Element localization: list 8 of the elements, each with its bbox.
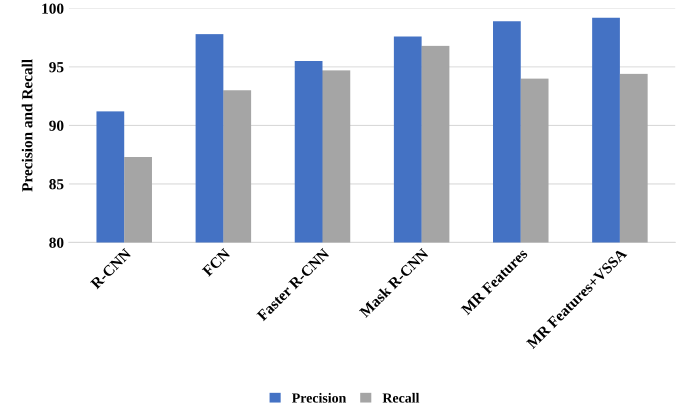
y-axis-title: Precision and Recall: [22, 59, 32, 192]
y-tick-label: 85: [49, 179, 64, 190]
legend-label: Recall: [382, 392, 420, 403]
y-tick-label: 90: [49, 120, 64, 131]
y-tick-label: 80: [49, 238, 64, 248]
y-tick-label: 95: [49, 62, 64, 72]
y-tick-label: 100: [42, 4, 64, 14]
legend-label: Precision: [292, 392, 346, 403]
